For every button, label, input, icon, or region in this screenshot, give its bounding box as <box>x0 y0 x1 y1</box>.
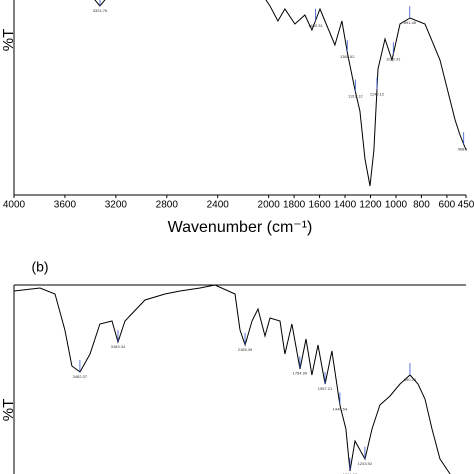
x-tick-label: 1400 <box>334 200 357 211</box>
peak-label: 1382.52 <box>340 54 355 59</box>
peak-label: 3324.76 <box>93 8 108 13</box>
panel-label: (b) <box>31 259 48 275</box>
peak-label: 3183.34 <box>111 344 126 349</box>
peak-label: 1440.54 <box>333 407 348 412</box>
x-tick-label: 4000 <box>3 200 26 211</box>
spectrum-line <box>94 0 467 187</box>
peak-label: 890.28 <box>404 377 417 382</box>
peak-label: 468.17 <box>458 146 471 151</box>
plot-area: 3324.76 1632.31 1382.52 1319.12 1149.12 1020.… <box>93 0 471 187</box>
x-tick-label: 2400 <box>207 200 230 211</box>
peak-label: 2185.39 <box>238 347 253 352</box>
x-tick-label: 1800 <box>283 200 306 211</box>
x-tick-label: 3600 <box>54 200 77 211</box>
x-tick-label: 600 <box>439 200 456 211</box>
peak-label: 1149.12 <box>370 92 385 97</box>
y-axis-label: %T <box>0 399 17 422</box>
peak-label: 1020.91 <box>386 56 401 61</box>
peak-label: 1243.92 <box>358 461 373 466</box>
x-tick-label: 1200 <box>359 200 382 211</box>
x-tick-label: 1600 <box>308 200 331 211</box>
y-axis-label: %T <box>0 29 17 52</box>
peak-label: 1632.31 <box>308 23 323 28</box>
x-tick-label: 800 <box>413 200 430 211</box>
x-tick-label: 3200 <box>105 200 128 211</box>
peak-label: 1361.88 <box>343 472 358 474</box>
peak-label: 3482.37 <box>73 374 88 379</box>
x-tick-label: 2800 <box>156 200 179 211</box>
x-axis-label: Wavenumber (cm⁻¹) <box>168 219 313 236</box>
peak-label: 891.48 <box>404 20 417 25</box>
spectrum-line <box>14 285 451 474</box>
peak-label: 1319.12 <box>348 94 363 99</box>
peak-label: 1557.21 <box>318 386 333 391</box>
plot-area: 3482.37 3183.34 2185.39 1754.99 1557.21 1440.… <box>14 285 451 474</box>
peak-label: 1754.99 <box>293 370 308 375</box>
x-tick-label: 450 <box>458 200 474 211</box>
x-tick-label: 2000 <box>258 200 281 211</box>
x-tick-label: 1000 <box>385 200 408 211</box>
